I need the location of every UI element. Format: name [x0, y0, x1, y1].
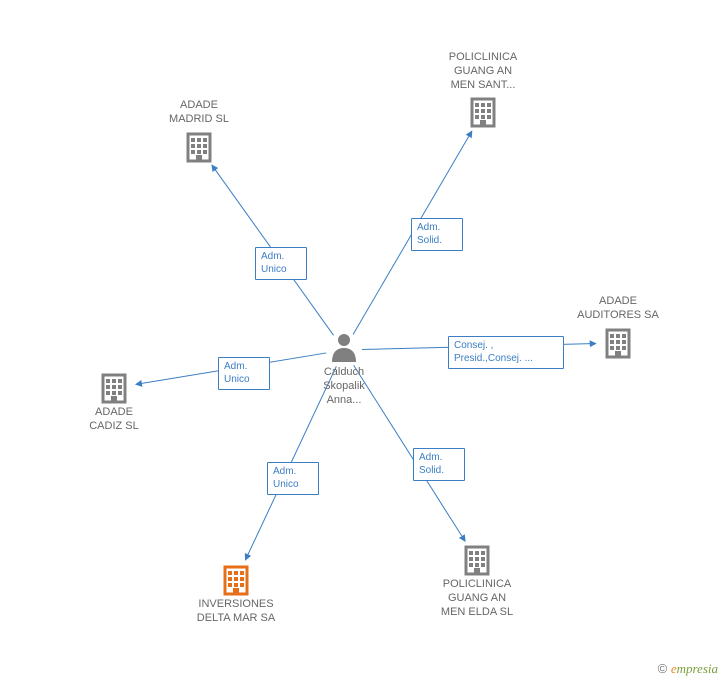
edge-label-inversiones: Adm.Unico	[267, 462, 319, 495]
center-label: CalduchSkopalikAnna...	[289, 366, 399, 407]
watermark: © empresia	[658, 661, 718, 677]
edge-label-adade_auditores: Consej. ,Presid.,Consej. ...	[448, 336, 564, 369]
edge-label-adade_cadiz: Adm.Unico	[218, 357, 270, 390]
brand: empresia	[671, 661, 718, 676]
node-label-adade_cadiz: ADADECADIZ SL	[59, 406, 169, 434]
node-label-policlinica_elda: POLICLINICAGUANG ANMEN ELDA SL	[422, 578, 532, 619]
person-icon	[332, 334, 356, 362]
building-icon	[225, 567, 247, 594]
building-icon	[607, 330, 629, 357]
building-icon	[466, 547, 488, 574]
building-icon	[472, 99, 494, 126]
network-canvas	[0, 0, 728, 685]
copyright-symbol: ©	[658, 661, 668, 676]
building-icon	[103, 375, 125, 402]
edge-label-policlinica_elda: Adm.Solid.	[413, 448, 465, 481]
building-icon	[188, 134, 210, 161]
node-label-policlinica_sant: POLICLINICAGUANG ANMEN SANT...	[428, 51, 538, 92]
node-label-adade_auditores: ADADEAUDITORES SA	[563, 295, 673, 323]
edge-label-adade_madrid: Adm.Unico	[255, 247, 307, 280]
edge-label-policlinica_sant: Adm.Solid.	[411, 218, 463, 251]
node-label-adade_madrid: ADADEMADRID SL	[144, 99, 254, 127]
node-label-inversiones: INVERSIONESDELTA MAR SA	[181, 598, 291, 626]
